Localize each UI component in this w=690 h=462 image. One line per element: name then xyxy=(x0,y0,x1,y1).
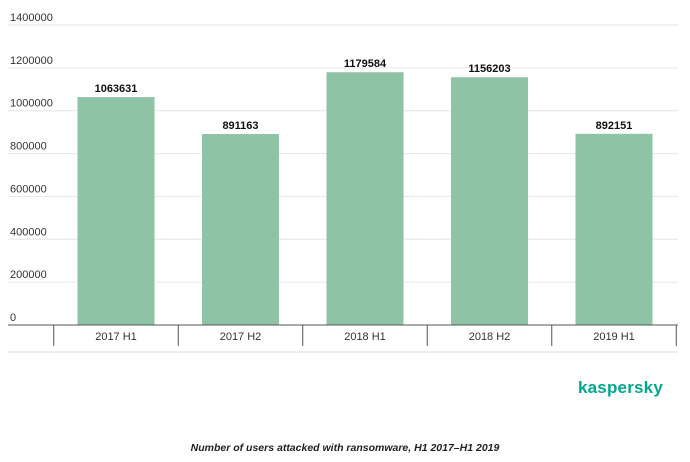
data-label: 891163 xyxy=(222,120,258,132)
y-tick-label: 0 xyxy=(10,312,16,324)
bar xyxy=(575,133,653,325)
x-tick-label: 2019 H1 xyxy=(593,331,635,343)
data-label: 1063631 xyxy=(95,83,138,95)
data-label: 1156203 xyxy=(468,63,510,75)
y-tick-label: 400000 xyxy=(10,226,47,238)
bar xyxy=(202,134,279,325)
bar xyxy=(451,77,528,325)
data-label: 1179584 xyxy=(344,58,387,70)
y-tick-label: 600000 xyxy=(10,183,47,195)
y-tick-label: 200000 xyxy=(10,269,47,281)
chart-caption: Number of users attacked with ransomware… xyxy=(190,442,500,454)
bar xyxy=(326,72,404,326)
x-tick-label: 2018 H2 xyxy=(469,331,511,343)
x-tick-label: 2018 H1 xyxy=(344,331,386,343)
bar xyxy=(77,97,155,325)
y-tick-label: 1400000 xyxy=(10,12,53,24)
x-tick-label: 2017 H1 xyxy=(95,331,137,343)
x-tick-label: 2017 H2 xyxy=(220,331,262,343)
kaspersky-logo: kaspersky xyxy=(578,378,663,397)
y-tick-label: 1000000 xyxy=(10,98,53,110)
y-tick-label: 800000 xyxy=(10,141,47,153)
y-tick-label: 1200000 xyxy=(10,55,53,67)
data-label: 892151 xyxy=(596,120,633,132)
